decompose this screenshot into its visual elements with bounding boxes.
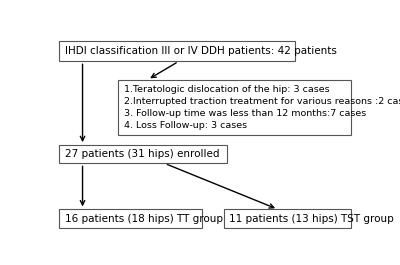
Text: IHDI classification III or IV DDH patients: 42 patients: IHDI classification III or IV DDH patien… [65, 46, 337, 56]
FancyBboxPatch shape [224, 209, 351, 228]
FancyBboxPatch shape [118, 80, 351, 135]
FancyBboxPatch shape [59, 41, 295, 61]
Text: 16 patients (18 hips) TT group: 16 patients (18 hips) TT group [65, 214, 223, 223]
FancyBboxPatch shape [59, 209, 202, 228]
FancyBboxPatch shape [59, 145, 227, 164]
Text: 27 patients (31 hips) enrolled: 27 patients (31 hips) enrolled [65, 149, 219, 159]
Text: 1.Teratologic dislocation of the hip: 3 cases
2.Interrupted traction treatment f: 1.Teratologic dislocation of the hip: 3 … [124, 85, 400, 130]
Text: 11 patients (13 hips) TST group: 11 patients (13 hips) TST group [229, 214, 394, 223]
